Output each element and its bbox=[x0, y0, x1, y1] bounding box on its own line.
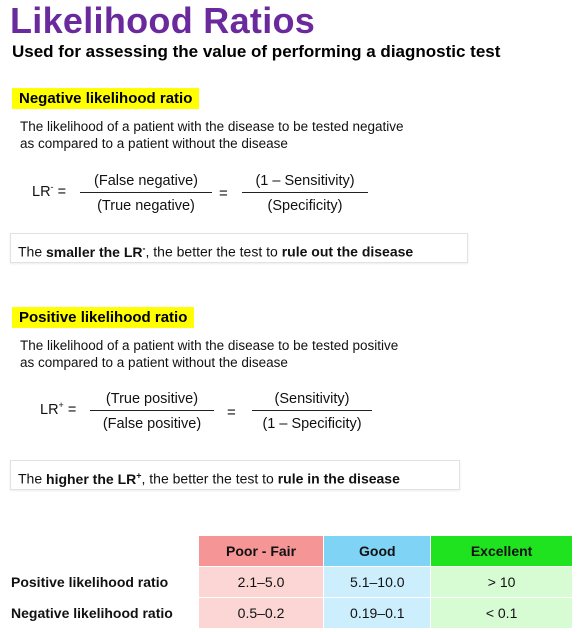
header-poor-fair: Poor - Fair bbox=[197, 535, 325, 567]
page-title: Likelihood Ratios bbox=[10, 0, 316, 41]
header-excellent: Excellent bbox=[430, 535, 573, 567]
positive-equals: = bbox=[227, 404, 236, 421]
positive-lhs-base: LR bbox=[40, 401, 59, 418]
negative-note-bold1: smaller the LR- bbox=[46, 243, 146, 260]
positive-frac2-denominator: (1 – Specificity) bbox=[262, 416, 362, 432]
cell-negative-good: 0.19–0.1 bbox=[323, 597, 432, 629]
positive-lr-lhs: LR+ = bbox=[40, 400, 76, 418]
fraction-bar bbox=[252, 410, 372, 411]
table-header-row: Poor - Fair Good Excellent bbox=[2, 535, 573, 567]
positive-frac1-numerator: (True positive) bbox=[105, 391, 199, 407]
row-label-negative: Negative likelihood ratio bbox=[2, 597, 199, 629]
negative-fraction-2: (1 – Sensitivity) (Specificity) bbox=[242, 173, 368, 214]
fraction-bar bbox=[242, 192, 368, 193]
table-row: Positive likelihood ratio 2.1–5.0 5.1–10… bbox=[2, 566, 573, 598]
negative-equals: = bbox=[219, 185, 228, 202]
positive-lr-note: The higher the LR+, the better the test … bbox=[10, 460, 460, 490]
negative-lr-lhs: LR- = bbox=[32, 182, 66, 200]
negative-frac2-denominator: (Specificity) bbox=[267, 198, 343, 214]
positive-lr-label: Positive likelihood ratio bbox=[12, 307, 195, 328]
positive-lhs-eq: = bbox=[63, 401, 77, 418]
positive-note-pre: The bbox=[18, 470, 47, 487]
table-row: Negative likelihood ratio 0.5–0.2 0.19–0… bbox=[2, 597, 573, 629]
negative-desc-line1: The likelihood of a patient with the dis… bbox=[20, 119, 404, 134]
negative-fraction-1: (False negative) (True negative) bbox=[80, 173, 212, 214]
cell-negative-poor: 0.5–0.2 bbox=[197, 597, 325, 629]
page-subtitle: Used for assessing the value of performi… bbox=[12, 42, 501, 61]
positive-frac2-numerator: (Sensitivity) bbox=[274, 391, 350, 407]
fraction-bar bbox=[90, 410, 214, 411]
positive-fraction-1: (True positive) (False positive) bbox=[90, 391, 214, 432]
positive-note-bold2: rule in the disease bbox=[277, 470, 400, 487]
positive-note-bold1: higher the LR+ bbox=[46, 470, 142, 487]
negative-frac1-numerator: (False negative) bbox=[94, 173, 198, 189]
cell-positive-good: 5.1–10.0 bbox=[323, 566, 432, 598]
negative-note-bold2: rule out the disease bbox=[281, 243, 414, 260]
negative-lr-description: The likelihood of a patient with the dis… bbox=[20, 118, 404, 152]
lr-interpretation-table: Poor - Fair Good Excellent Positive like… bbox=[2, 535, 573, 629]
cell-positive-excellent: > 10 bbox=[430, 566, 573, 598]
fraction-bar bbox=[80, 192, 212, 193]
negative-frac2-numerator: (1 – Sensitivity) bbox=[255, 173, 355, 189]
negative-desc-line2: as compared to a patient without the dis… bbox=[20, 136, 288, 151]
cell-negative-excellent: < 0.1 bbox=[430, 597, 573, 629]
negative-lr-label: Negative likelihood ratio bbox=[12, 88, 200, 109]
table-corner-cell bbox=[2, 535, 199, 567]
positive-desc-line1: The likelihood of a patient with the dis… bbox=[20, 338, 399, 353]
positive-frac1-denominator: (False positive) bbox=[102, 416, 202, 432]
negative-note-mid: , the better the test to bbox=[145, 243, 282, 260]
positive-lr-description: The likelihood of a patient with the dis… bbox=[20, 337, 398, 371]
negative-frac1-denominator: (True negative) bbox=[97, 198, 195, 214]
negative-lhs-eq: = bbox=[53, 183, 67, 200]
positive-lhs-sup: + bbox=[58, 400, 64, 410]
negative-note-pre: The bbox=[18, 243, 47, 260]
negative-lhs-base: LR bbox=[32, 183, 51, 200]
row-label-positive: Positive likelihood ratio bbox=[2, 566, 199, 598]
positive-desc-line2: as compared to a patient without the dis… bbox=[20, 355, 288, 370]
header-good: Good bbox=[323, 535, 432, 567]
negative-note-sup: - bbox=[142, 243, 146, 253]
negative-lr-note: The smaller the LR-, the better the test… bbox=[10, 233, 468, 263]
positive-note-mid: , the better the test to bbox=[141, 470, 278, 487]
cell-positive-poor: 2.1–5.0 bbox=[197, 566, 325, 598]
positive-fraction-2: (Sensitivity) (1 – Specificity) bbox=[252, 391, 372, 432]
positive-note-sup: + bbox=[136, 470, 142, 480]
negative-lhs-sup: - bbox=[50, 182, 54, 192]
